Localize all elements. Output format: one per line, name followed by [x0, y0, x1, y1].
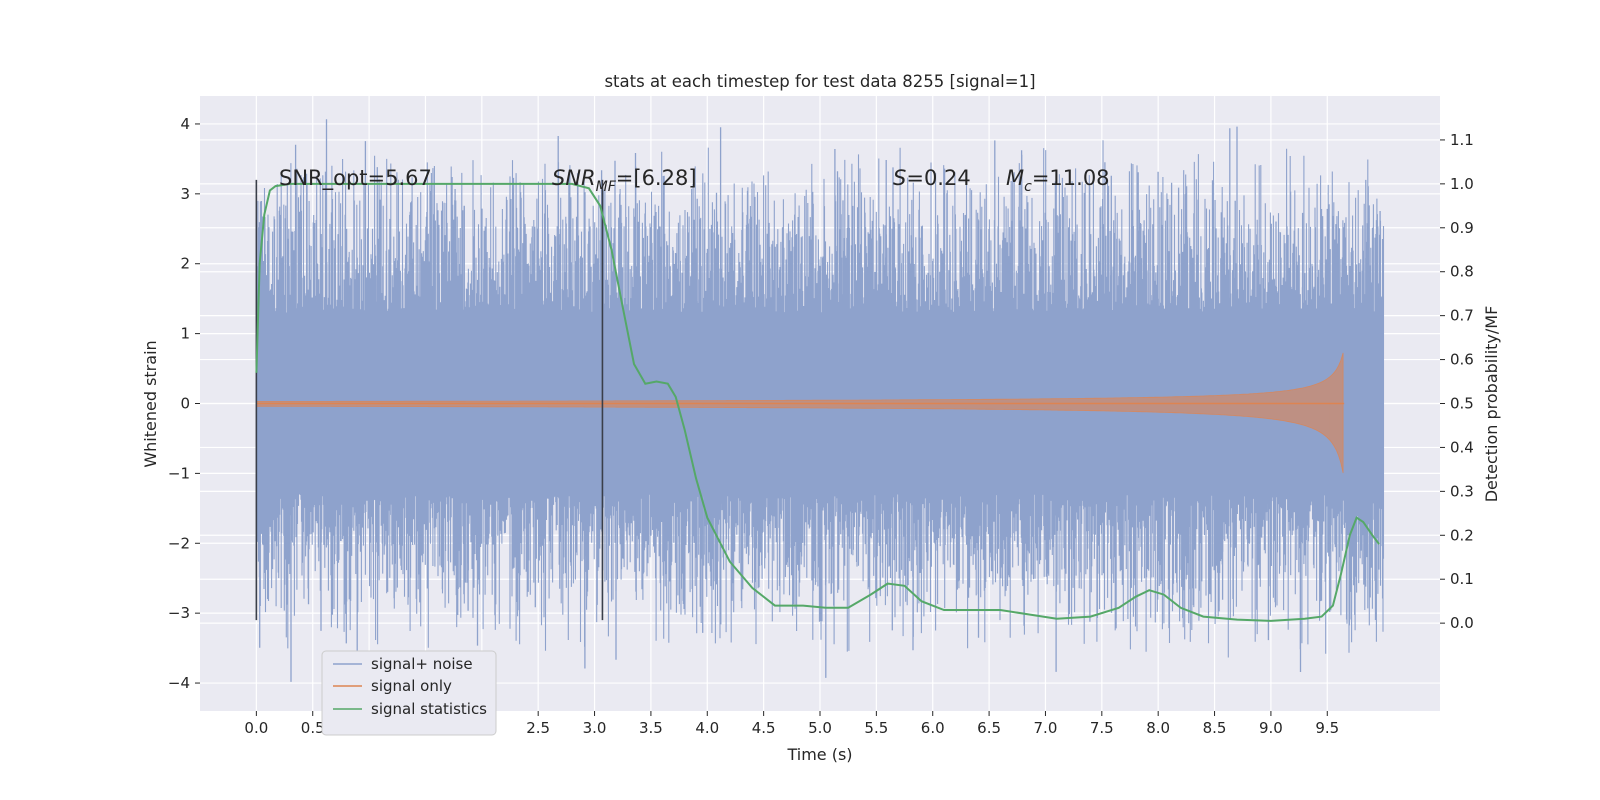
x-tick-label: 3.5 — [639, 719, 663, 737]
legend: signal+ noise signal only signal statist… — [321, 650, 497, 736]
y-tick-label: 0 — [180, 395, 190, 413]
event-vlines — [255, 179, 604, 621]
y2-tick-label: 0.7 — [1450, 307, 1474, 325]
y-axis-label: Whitened strain — [141, 340, 160, 467]
y-tick-label: −2 — [168, 534, 190, 552]
x-tick-label: 8.5 — [1203, 719, 1227, 737]
y2-tick-label: 0.2 — [1450, 526, 1474, 544]
x-tick-label: 8.0 — [1146, 719, 1170, 737]
legend-box — [321, 650, 497, 736]
x-tick-label: 6.0 — [921, 719, 945, 737]
x-tick-label: 9.0 — [1259, 719, 1283, 737]
legend-label-signal: signal only — [371, 677, 452, 695]
x-axis-label: Time (s) — [786, 745, 852, 764]
annotation-snr-mf: SNRMF=[6.28] — [552, 166, 697, 195]
x-tick-label: 7.0 — [1034, 719, 1058, 737]
x-tick-label: 3.0 — [583, 719, 607, 737]
y-tick-label: −1 — [168, 464, 190, 482]
legend-label-statistics: signal statistics — [371, 700, 487, 718]
x-tick-label: 0.5 — [301, 719, 325, 737]
x-tick-label: 9.5 — [1315, 719, 1339, 737]
y2-tick-label: 0.6 — [1450, 351, 1474, 369]
y2-tick-label: 1.0 — [1450, 175, 1474, 193]
y2-tick-label: 0.9 — [1450, 219, 1474, 237]
y2-tick-label: 0.8 — [1450, 263, 1474, 281]
y-tick-label: −4 — [168, 674, 190, 692]
x-tick-label: 6.5 — [977, 719, 1001, 737]
x-tick-label: 4.5 — [752, 719, 776, 737]
y2-axis-label: Detection probability/MF — [1482, 306, 1501, 503]
annotation-mc: Mc=11.08 — [1006, 166, 1110, 195]
y2-tick-label: 0.5 — [1450, 395, 1474, 413]
x-tick-label: 2.5 — [526, 719, 550, 737]
chart-title: stats at each timestep for test data 825… — [604, 72, 1035, 91]
x-tick-label: 5.0 — [808, 719, 832, 737]
series-signal-only — [255, 352, 1345, 474]
x-tick-label: 0.0 — [244, 719, 268, 737]
x-tick-label: 4.0 — [695, 719, 719, 737]
y-tick-label: 4 — [180, 115, 190, 133]
y-tick-label: 3 — [180, 185, 190, 203]
y2-tick-label: 0.3 — [1450, 482, 1474, 500]
y-axis-right: 1.1 1.0 0.9 0.8 0.7 0.6 0.5 0.4 0.3 0.2 0.1 0.0 — [1440, 131, 1474, 632]
statistics-line — [255, 182, 1380, 622]
noise-spikes — [259, 119, 1381, 683]
series-signal-statistics — [255, 182, 1380, 622]
signal-chirp — [255, 352, 1344, 474]
y2-tick-label: 0.1 — [1450, 570, 1474, 588]
legend-label-noise: signal+ noise — [371, 655, 473, 673]
x-tick-label: 5.5 — [864, 719, 888, 737]
y2-tick-label: 1.1 — [1450, 131, 1474, 149]
annotation-s: S=0.24 — [893, 166, 971, 190]
y-tick-label: 2 — [180, 255, 190, 273]
y-tick-label: 1 — [180, 325, 190, 343]
x-tick-label: 7.5 — [1090, 719, 1114, 737]
annotation-snr-opt: SNR_opt=5.67 — [279, 166, 432, 191]
y2-tick-label: 0.4 — [1450, 438, 1474, 456]
y-axis-left: 4 3 2 1 0 −1 −2 −3 −4 — [168, 115, 200, 692]
y-tick-label: −3 — [168, 604, 190, 622]
y2-tick-label: 0.0 — [1450, 614, 1474, 632]
